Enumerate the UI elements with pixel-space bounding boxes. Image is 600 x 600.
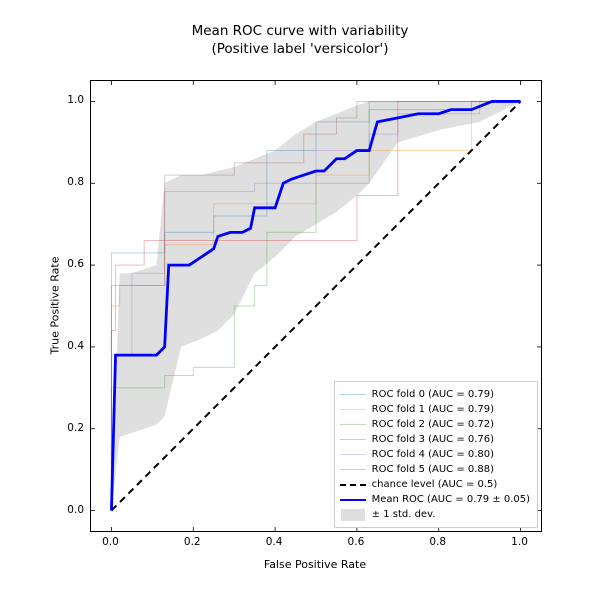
legend-label: ROC fold 1 (AUC = 0.79) [372, 404, 494, 415]
legend-item: ROC fold 2 (AUC = 0.72) [340, 417, 530, 432]
legend-swatch [340, 465, 366, 475]
x-tick-label: 1.0 [511, 536, 528, 548]
legend-item: ROC fold 3 (AUC = 0.76) [340, 432, 530, 447]
legend-label: ± 1 std. dev. [372, 509, 436, 520]
legend-label: ROC fold 4 (AUC = 0.80) [372, 449, 494, 460]
legend-swatch [340, 450, 366, 460]
y-tick-label: 0.4 [60, 340, 84, 352]
legend-swatch [340, 510, 366, 520]
legend-item: ROC fold 5 (AUC = 0.88) [340, 462, 530, 477]
y-tick-label: 0.0 [60, 504, 84, 516]
legend-label: Mean ROC (AUC = 0.79 ± 0.05) [372, 494, 530, 505]
legend: ROC fold 0 (AUC = 0.79) ROC fold 1 (AUC =… [334, 381, 538, 528]
x-tick-label: 0.8 [429, 536, 446, 548]
legend-item: ROC fold 4 (AUC = 0.80) [340, 447, 530, 462]
y-tick-label: 0.2 [60, 422, 84, 434]
title-line2: (Positive label 'versicolor') [211, 41, 388, 57]
y-axis-label: True Positive Rate [48, 80, 62, 530]
legend-swatch [340, 495, 366, 505]
legend-label: ROC fold 5 (AUC = 0.88) [372, 464, 494, 475]
legend-label: ROC fold 3 (AUC = 0.76) [372, 434, 494, 445]
y-tick-label: 0.8 [60, 176, 84, 188]
legend-swatch [340, 480, 366, 490]
x-tick-label: 0.2 [184, 536, 201, 548]
x-axis-label: False Positive Rate [90, 558, 540, 571]
title-line1: Mean ROC curve with variability [192, 23, 409, 39]
legend-item: ROC fold 1 (AUC = 0.79) [340, 402, 530, 417]
legend-label: ROC fold 2 (AUC = 0.72) [372, 419, 494, 430]
legend-item: ± 1 std. dev. [340, 507, 530, 522]
legend-swatch [340, 420, 366, 430]
legend-swatch [340, 435, 366, 445]
legend-swatch [340, 390, 366, 400]
legend-item: chance level (AUC = 0.5) [340, 477, 530, 492]
x-tick-label: 0.4 [266, 536, 283, 548]
legend-swatch [340, 405, 366, 415]
y-tick-label: 0.6 [60, 258, 84, 270]
plot-area: ROC fold 0 (AUC = 0.79) ROC fold 1 (AUC =… [90, 80, 542, 532]
legend-label: chance level (AUC = 0.5) [372, 479, 498, 490]
chart-title: Mean ROC curve with variability (Positiv… [0, 22, 600, 58]
legend-item: ROC fold 0 (AUC = 0.79) [340, 387, 530, 402]
x-tick-label: 0.0 [102, 536, 119, 548]
legend-item: Mean ROC (AUC = 0.79 ± 0.05) [340, 492, 530, 507]
legend-label: ROC fold 0 (AUC = 0.79) [372, 389, 494, 400]
x-tick-label: 0.6 [348, 536, 365, 548]
y-tick-label: 1.0 [60, 94, 84, 106]
